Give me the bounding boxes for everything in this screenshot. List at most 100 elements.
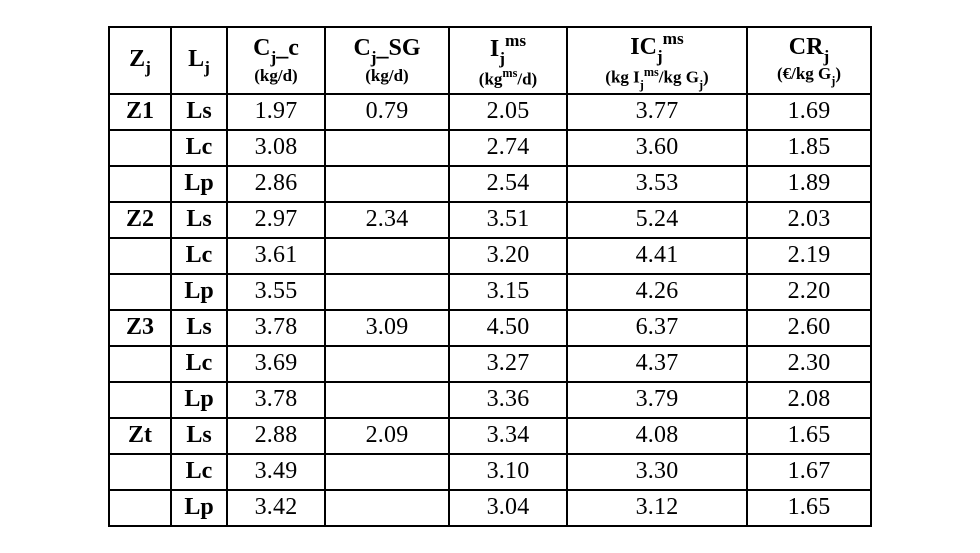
cell-CR: 2.20 bbox=[747, 274, 871, 310]
cell-Z: Z3 bbox=[109, 310, 171, 346]
cell-L: Lc bbox=[171, 130, 227, 166]
cell-IC: 4.08 bbox=[567, 418, 747, 454]
cell-Csg: 3.09 bbox=[325, 310, 449, 346]
cell-I: 3.04 bbox=[449, 490, 567, 526]
cell-CR: 2.08 bbox=[747, 382, 871, 418]
table-row: Lc3.493.103.301.67 bbox=[109, 454, 871, 490]
table-row: Lc3.082.743.601.85 bbox=[109, 130, 871, 166]
cell-CR: 2.03 bbox=[747, 202, 871, 238]
col-header-unit: (kg Ijms/kg Gj) bbox=[572, 66, 742, 91]
cell-Cc: 3.69 bbox=[227, 346, 325, 382]
col-header-label: Zj bbox=[114, 46, 166, 76]
table-row: Lp3.55 3.154.262.20 bbox=[109, 274, 871, 310]
cell-L: Ls bbox=[171, 418, 227, 454]
cell-Csg: 0.79 bbox=[325, 94, 449, 130]
cell-L: Lp bbox=[171, 490, 227, 526]
col-header-unit: (kg/d) bbox=[232, 67, 320, 86]
cell-Csg bbox=[325, 166, 449, 202]
cell-L: Lp bbox=[171, 274, 227, 310]
cell-I: 3.34 bbox=[449, 418, 567, 454]
cell-CR: 1.65 bbox=[747, 418, 871, 454]
cell-Z: Z1 bbox=[109, 94, 171, 130]
table-row: Lp3.42 3.043.121.65 bbox=[109, 490, 871, 526]
col-header-unit: (kg/d) bbox=[330, 67, 444, 86]
header-row: ZjLjCj_c(kg/d)Cj_SG(kg/d)Ijms(kgms/d)ICj… bbox=[109, 27, 871, 93]
cell-IC: 3.77 bbox=[567, 94, 747, 130]
col-header-label: Cj_c bbox=[232, 35, 320, 65]
cell-Z bbox=[109, 130, 171, 166]
cell-CR: 2.60 bbox=[747, 310, 871, 346]
cell-Csg bbox=[325, 274, 449, 310]
cell-I: 3.10 bbox=[449, 454, 567, 490]
cell-IC: 3.79 bbox=[567, 382, 747, 418]
cell-Cc: 2.88 bbox=[227, 418, 325, 454]
cell-L: Lp bbox=[171, 166, 227, 202]
cell-Z bbox=[109, 346, 171, 382]
cell-Cc: 2.97 bbox=[227, 202, 325, 238]
cell-Z bbox=[109, 454, 171, 490]
page-container: ZjLjCj_c(kg/d)Cj_SG(kg/d)Ijms(kgms/d)ICj… bbox=[0, 0, 980, 553]
table-body: Z1Ls1.970.792.053.771.69Lc3.082.743.601.… bbox=[109, 94, 871, 526]
col-header-label: Lj bbox=[176, 46, 222, 76]
cell-Z bbox=[109, 238, 171, 274]
cell-Cc: 3.78 bbox=[227, 310, 325, 346]
cell-IC: 3.12 bbox=[567, 490, 747, 526]
data-table: ZjLjCj_c(kg/d)Cj_SG(kg/d)Ijms(kgms/d)ICj… bbox=[108, 26, 872, 526]
cell-CR: 1.89 bbox=[747, 166, 871, 202]
cell-I: 3.20 bbox=[449, 238, 567, 274]
cell-Cc: 3.08 bbox=[227, 130, 325, 166]
cell-Csg bbox=[325, 382, 449, 418]
cell-Csg bbox=[325, 238, 449, 274]
cell-Z bbox=[109, 166, 171, 202]
cell-I: 3.36 bbox=[449, 382, 567, 418]
cell-CR: 2.30 bbox=[747, 346, 871, 382]
cell-L: Ls bbox=[171, 202, 227, 238]
col-header-label: ICjms bbox=[572, 30, 742, 64]
col-header-L: Lj bbox=[171, 27, 227, 93]
table-row: Z2Ls2.972.343.515.242.03 bbox=[109, 202, 871, 238]
col-header-CR: CRj(€/kg Gj) bbox=[747, 27, 871, 93]
col-header-label: Ijms bbox=[454, 32, 562, 66]
cell-I: 3.15 bbox=[449, 274, 567, 310]
cell-IC: 6.37 bbox=[567, 310, 747, 346]
cell-L: Lc bbox=[171, 346, 227, 382]
cell-Z bbox=[109, 490, 171, 526]
col-header-IC: ICjms(kg Ijms/kg Gj) bbox=[567, 27, 747, 93]
cell-IC: 4.37 bbox=[567, 346, 747, 382]
cell-Csg bbox=[325, 490, 449, 526]
table-row: Lc3.69 3.274.372.30 bbox=[109, 346, 871, 382]
cell-CR: 1.85 bbox=[747, 130, 871, 166]
cell-CR: 1.65 bbox=[747, 490, 871, 526]
cell-Csg: 2.34 bbox=[325, 202, 449, 238]
cell-Csg bbox=[325, 454, 449, 490]
cell-IC: 3.60 bbox=[567, 130, 747, 166]
table-row: Lp3.783.363.792.08 bbox=[109, 382, 871, 418]
cell-Csg bbox=[325, 130, 449, 166]
cell-L: Ls bbox=[171, 310, 227, 346]
cell-IC: 3.53 bbox=[567, 166, 747, 202]
cell-Cc: 3.49 bbox=[227, 454, 325, 490]
cell-I: 3.27 bbox=[449, 346, 567, 382]
table-row: Z1Ls1.970.792.053.771.69 bbox=[109, 94, 871, 130]
cell-Csg bbox=[325, 346, 449, 382]
cell-IC: 4.26 bbox=[567, 274, 747, 310]
col-header-label: CRj bbox=[752, 34, 866, 64]
table-row: Lc3.613.204.412.19 bbox=[109, 238, 871, 274]
col-header-Cc: Cj_c (kg/d) bbox=[227, 27, 325, 93]
cell-IC: 3.30 bbox=[567, 454, 747, 490]
col-header-I: Ijms(kgms/d) bbox=[449, 27, 567, 93]
cell-L: Lc bbox=[171, 454, 227, 490]
cell-IC: 4.41 bbox=[567, 238, 747, 274]
col-header-Csg: Cj_SG(kg/d) bbox=[325, 27, 449, 93]
cell-Cc: 3.55 bbox=[227, 274, 325, 310]
cell-IC: 5.24 bbox=[567, 202, 747, 238]
cell-Z bbox=[109, 382, 171, 418]
cell-Cc: 1.97 bbox=[227, 94, 325, 130]
cell-I: 4.50 bbox=[449, 310, 567, 346]
cell-Cc: 3.42 bbox=[227, 490, 325, 526]
cell-L: Lc bbox=[171, 238, 227, 274]
table-header: ZjLjCj_c(kg/d)Cj_SG(kg/d)Ijms(kgms/d)ICj… bbox=[109, 27, 871, 93]
col-header-unit: (€/kg Gj) bbox=[752, 65, 866, 87]
col-header-unit: (kgms/d) bbox=[454, 68, 562, 89]
cell-L: Ls bbox=[171, 94, 227, 130]
